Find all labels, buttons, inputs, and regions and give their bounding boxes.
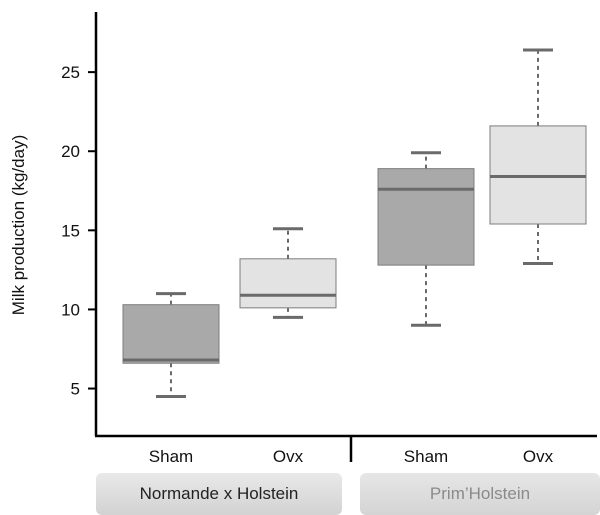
y-axis-label: Milk production (kg/day)	[9, 135, 28, 315]
y-tick-label: 25	[61, 63, 80, 82]
box-0	[122, 292, 220, 398]
x-category-label: Ovx	[523, 447, 554, 466]
iqr-box	[377, 168, 475, 266]
y-tick-label: 10	[61, 300, 80, 319]
axes: 5 10 15 20 25	[61, 12, 597, 462]
category-labels: Sham Ovx Sham Ovx	[149, 447, 554, 466]
boxes	[122, 48, 587, 398]
iqr-box	[239, 258, 337, 309]
group-label-normande-x-holstein: Normande x Holstein	[96, 473, 342, 515]
box-1	[239, 227, 337, 319]
box-2	[377, 151, 475, 327]
iqr-box	[122, 304, 220, 364]
box-3	[489, 48, 587, 266]
iqr-box	[489, 125, 587, 225]
x-category-label: Ovx	[273, 447, 304, 466]
x-category-label: Sham	[149, 447, 193, 466]
x-category-label: Sham	[404, 447, 448, 466]
group-label-prim-holstein: Prim’Holstein	[360, 473, 600, 515]
y-tick-label: 5	[71, 380, 80, 399]
y-tick-label: 15	[61, 221, 80, 240]
y-tick-label: 20	[61, 142, 80, 161]
